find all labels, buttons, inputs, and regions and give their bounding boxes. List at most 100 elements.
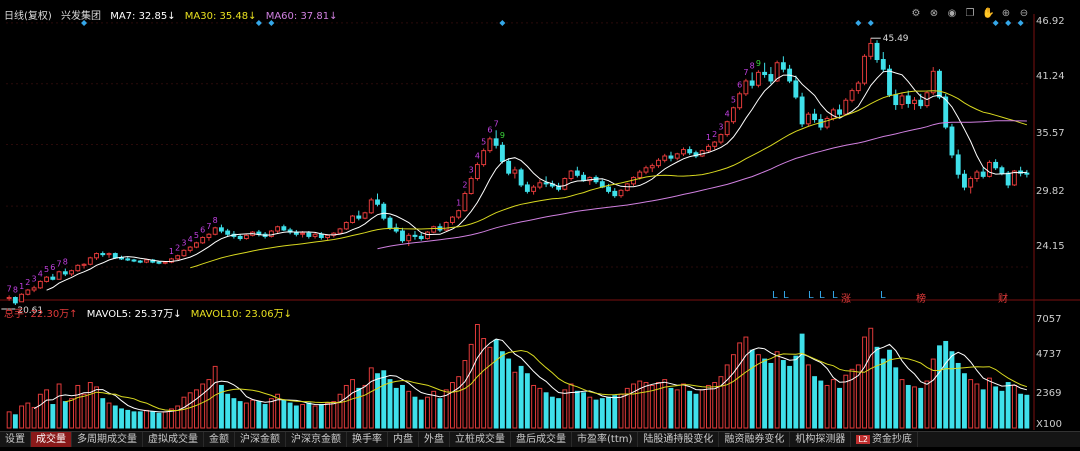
- candle-body: [1011, 170, 1017, 186]
- signal-diamond: [268, 20, 275, 26]
- tab-volume[interactable]: 成交量: [31, 431, 72, 448]
- candle-body: [87, 257, 93, 265]
- volume-bar: [94, 386, 99, 429]
- candle-body: [350, 215, 355, 223]
- stock-name: 兴发集团: [61, 11, 101, 22]
- volume-bar: [225, 393, 231, 429]
- copy-icon[interactable]: ❐: [965, 8, 975, 19]
- tab-institution-detector[interactable]: 机构探测器: [790, 431, 852, 448]
- event-marker[interactable]: L: [808, 290, 814, 301]
- volume-bar: [81, 393, 87, 429]
- gear-icon[interactable]: ⚙: [911, 8, 921, 19]
- volume-bar: [937, 345, 942, 429]
- volume-bar: [993, 386, 999, 429]
- volume-bar: [681, 383, 686, 429]
- volume-bar: [905, 384, 911, 429]
- sequence-label: 5: [481, 137, 486, 146]
- candle-body: [618, 189, 624, 197]
- candle-body: [156, 261, 162, 264]
- candle-body: [930, 70, 936, 94]
- event-marker[interactable]: L: [819, 290, 825, 301]
- event-marker[interactable]: 榜: [916, 294, 926, 305]
- tab-hk-connect-change[interactable]: 陆股通持股变化: [638, 431, 720, 448]
- volume-bars: [6, 323, 1030, 429]
- tab-outer[interactable]: 外盘: [419, 431, 450, 448]
- candle-body: [712, 141, 718, 147]
- sequence-label: 6: [50, 263, 55, 272]
- price-axis-tick-4: 24.15: [1036, 241, 1065, 252]
- volume-bar: [218, 384, 224, 429]
- event-marker[interactable]: L: [880, 290, 886, 301]
- volume-bar: [787, 365, 793, 429]
- high-price-label: 45.49: [883, 34, 909, 44]
- volume-bar: [556, 398, 562, 429]
- chart-grid: [0, 14, 1080, 430]
- candle-body: [943, 96, 949, 128]
- volume-bar: [724, 364, 730, 429]
- tab-after-hours-volume[interactable]: 盘后成交量: [511, 431, 572, 448]
- tab-settings[interactable]: 设置: [0, 431, 31, 448]
- event-marker[interactable]: L: [772, 290, 778, 301]
- volume-bar: [606, 396, 611, 429]
- event-marker[interactable]: L: [783, 290, 789, 301]
- event-marker[interactable]: L: [832, 290, 838, 301]
- volume-bar: [631, 383, 636, 429]
- tab-turnover[interactable]: 换手率: [347, 431, 388, 448]
- candle-body: [243, 234, 249, 240]
- tab-hsj-amount[interactable]: 沪深京金额: [286, 431, 347, 448]
- volume-bar: [100, 398, 106, 429]
- volume-bar: [400, 384, 405, 429]
- tab-inner[interactable]: 内盘: [388, 431, 419, 448]
- candle-body: [656, 159, 661, 167]
- ma-lines: [46, 70, 1028, 291]
- sequence-label: 3: [718, 122, 723, 131]
- candle-body: [474, 164, 480, 180]
- volume-bar: [506, 358, 512, 429]
- candle-body: [531, 186, 537, 192]
- hand-icon[interactable]: ✋: [982, 8, 995, 19]
- volume-bar: [212, 365, 218, 429]
- volume-bar: [818, 380, 824, 429]
- candle-body: [418, 235, 424, 240]
- volume-bar: [200, 383, 206, 429]
- tab-pe-ttm[interactable]: 市盈率(ttm): [572, 431, 639, 448]
- sequence-label: 8: [750, 61, 755, 70]
- volume-bar: [974, 383, 980, 429]
- volume-bar: [275, 393, 281, 429]
- close-icon[interactable]: ⊗: [929, 8, 939, 19]
- eye-icon[interactable]: ◉: [947, 8, 957, 19]
- volume-bar: [874, 346, 880, 429]
- candle-body: [868, 42, 874, 57]
- tab-pile-volume[interactable]: 立桩成交量: [450, 431, 511, 448]
- volume-bar: [762, 358, 768, 429]
- tab-virtual-volume[interactable]: 虚拟成交量: [143, 431, 204, 448]
- plus-icon[interactable]: ⊕: [1001, 8, 1011, 19]
- tab-capital-bottom-label: 资金抄底: [871, 433, 912, 445]
- candle-body: [144, 259, 149, 263]
- candle-body: [312, 233, 318, 237]
- event-marker[interactable]: 财: [998, 294, 1008, 305]
- tab-capital-bottom[interactable]: L2 资金抄底: [851, 431, 918, 448]
- volume-bar: [450, 382, 455, 429]
- candle-body: [506, 160, 512, 174]
- volume-bar: [250, 399, 256, 429]
- sequence-label: 7: [743, 68, 748, 77]
- volume-bar: [968, 379, 974, 429]
- candle-body: [81, 263, 87, 266]
- tab-margin-change[interactable]: 融资融券变化: [719, 431, 791, 448]
- tab-multi-period-volume[interactable]: 多周期成交量: [72, 431, 143, 448]
- minus-icon[interactable]: ⊖: [1019, 8, 1029, 19]
- tab-hs-amount[interactable]: 沪深金额: [235, 431, 286, 448]
- candle-body: [518, 169, 524, 186]
- period-label[interactable]: 日线(复权): [4, 11, 52, 22]
- sequence-label: 5: [194, 231, 199, 240]
- event-marker[interactable]: 涨: [841, 294, 851, 305]
- volume-bar: [37, 393, 43, 429]
- volume-bar: [518, 365, 524, 429]
- sequence-label: 2: [175, 244, 180, 253]
- tab-amount[interactable]: 金额: [204, 431, 235, 448]
- candle-body: [1024, 172, 1030, 175]
- volume-bar: [281, 399, 287, 429]
